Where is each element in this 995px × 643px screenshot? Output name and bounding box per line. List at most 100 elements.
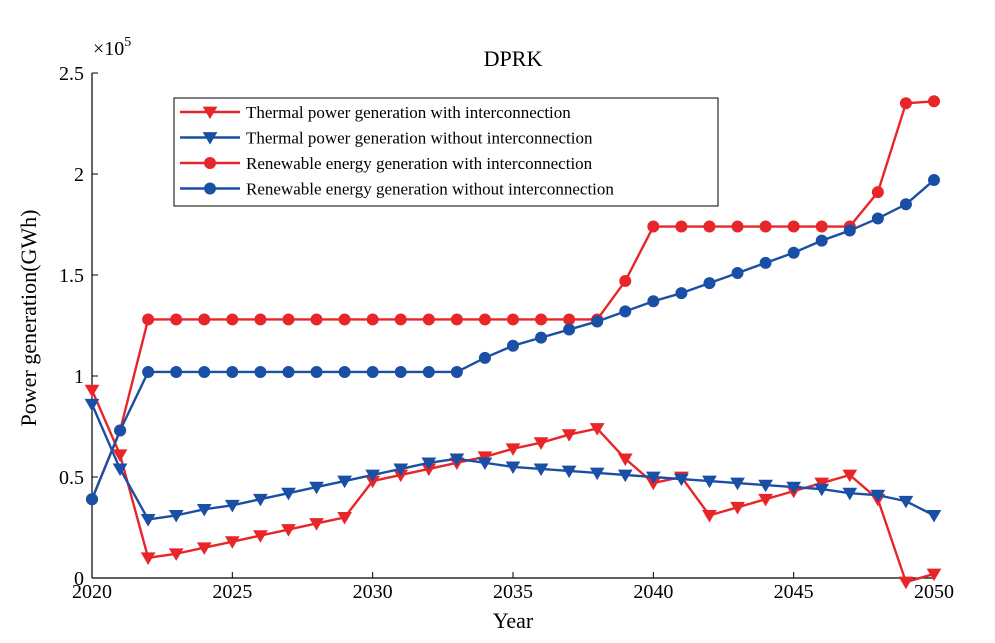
data-point	[702, 475, 717, 489]
series-3	[86, 174, 940, 506]
data-point	[253, 530, 268, 543]
data-point	[563, 323, 576, 336]
data-point	[477, 451, 493, 464]
data-point	[198, 313, 211, 326]
data-point	[338, 313, 351, 326]
data-point	[702, 510, 717, 523]
data-point	[254, 313, 267, 326]
data-point	[898, 495, 914, 509]
y-tick-label: 1.5	[59, 265, 84, 287]
data-point	[168, 510, 184, 523]
data-point	[675, 220, 688, 233]
data-point	[507, 339, 519, 352]
data-point	[535, 331, 548, 344]
data-point	[112, 463, 128, 477]
data-point	[337, 512, 352, 525]
data-point	[366, 313, 379, 326]
series-layer	[84, 95, 942, 590]
data-point	[421, 457, 437, 471]
y-tick-label: 0	[74, 568, 84, 590]
data-point	[533, 463, 549, 477]
data-point	[787, 220, 800, 233]
data-point	[282, 365, 295, 378]
data-point	[619, 305, 632, 318]
x-tick-label: 2030	[353, 581, 393, 603]
data-point	[281, 524, 296, 537]
data-point	[589, 467, 605, 481]
data-point	[507, 313, 519, 326]
data-point	[168, 548, 184, 561]
data-point	[786, 481, 802, 495]
data-point	[814, 483, 830, 497]
series-1	[84, 398, 942, 527]
chart-title: DPRK	[484, 46, 543, 71]
data-point	[842, 487, 858, 501]
legend-label: Renewable energy generation without inte…	[246, 180, 614, 199]
data-point	[140, 514, 156, 527]
data-point	[561, 429, 577, 442]
x-axis-title: Year	[493, 608, 534, 633]
legend: Thermal power generation with interconne…	[173, 97, 719, 207]
data-point	[254, 365, 267, 378]
data-point	[477, 457, 493, 471]
data-point	[198, 365, 211, 378]
data-point	[842, 469, 858, 483]
x-tick-label: 2045	[774, 581, 814, 603]
data-point	[366, 365, 379, 378]
data-point	[114, 424, 127, 437]
data-point	[815, 220, 828, 233]
data-point	[449, 453, 465, 466]
data-point	[703, 220, 716, 233]
data-point	[282, 313, 295, 326]
legend-label: Thermal power generation without interco…	[246, 129, 593, 148]
legend-items: Thermal power generation with interconne…	[180, 103, 614, 199]
x-tick-label: 2040	[633, 581, 673, 603]
data-point	[759, 220, 772, 233]
data-point	[647, 220, 660, 233]
data-point	[647, 295, 660, 308]
data-point	[170, 365, 183, 378]
data-point	[394, 365, 407, 378]
data-point	[898, 576, 914, 590]
data-point	[140, 552, 156, 565]
data-point	[533, 437, 549, 450]
legend-marker	[202, 106, 218, 120]
data-point	[310, 313, 323, 326]
data-point	[84, 398, 100, 412]
y-tick-label: 2	[74, 164, 84, 186]
data-point	[561, 465, 577, 479]
data-point	[589, 423, 605, 436]
data-point	[871, 212, 884, 225]
data-point	[870, 489, 886, 503]
data-point	[196, 542, 212, 555]
data-point	[703, 277, 716, 290]
data-point	[674, 473, 689, 487]
data-point	[224, 499, 240, 513]
x-tick-label: 2025	[212, 581, 252, 603]
data-point	[422, 313, 435, 326]
data-point	[758, 493, 773, 507]
data-point	[591, 315, 604, 328]
data-point	[422, 365, 435, 378]
data-point	[928, 95, 940, 108]
legend-marker	[204, 157, 216, 169]
y-multiplier: ×105	[93, 35, 131, 60]
data-point	[899, 198, 912, 211]
data-point	[843, 224, 856, 237]
data-point	[337, 475, 352, 489]
data-point	[675, 287, 688, 300]
data-point	[253, 493, 268, 507]
data-point	[505, 443, 521, 456]
data-point	[617, 453, 633, 466]
series-line	[90, 389, 935, 584]
data-point	[563, 313, 576, 326]
legend-item: Thermal power generation with interconne…	[180, 103, 571, 122]
data-point	[926, 568, 942, 582]
data-point	[142, 313, 155, 326]
data-point	[928, 174, 940, 187]
data-point	[619, 275, 632, 288]
legend-marker	[202, 132, 218, 145]
data-point	[84, 384, 100, 398]
ticks: 2020 2025 2030 2035 2040 2045 2050 0 0.5 1 1.5 2 2.5	[59, 63, 954, 603]
